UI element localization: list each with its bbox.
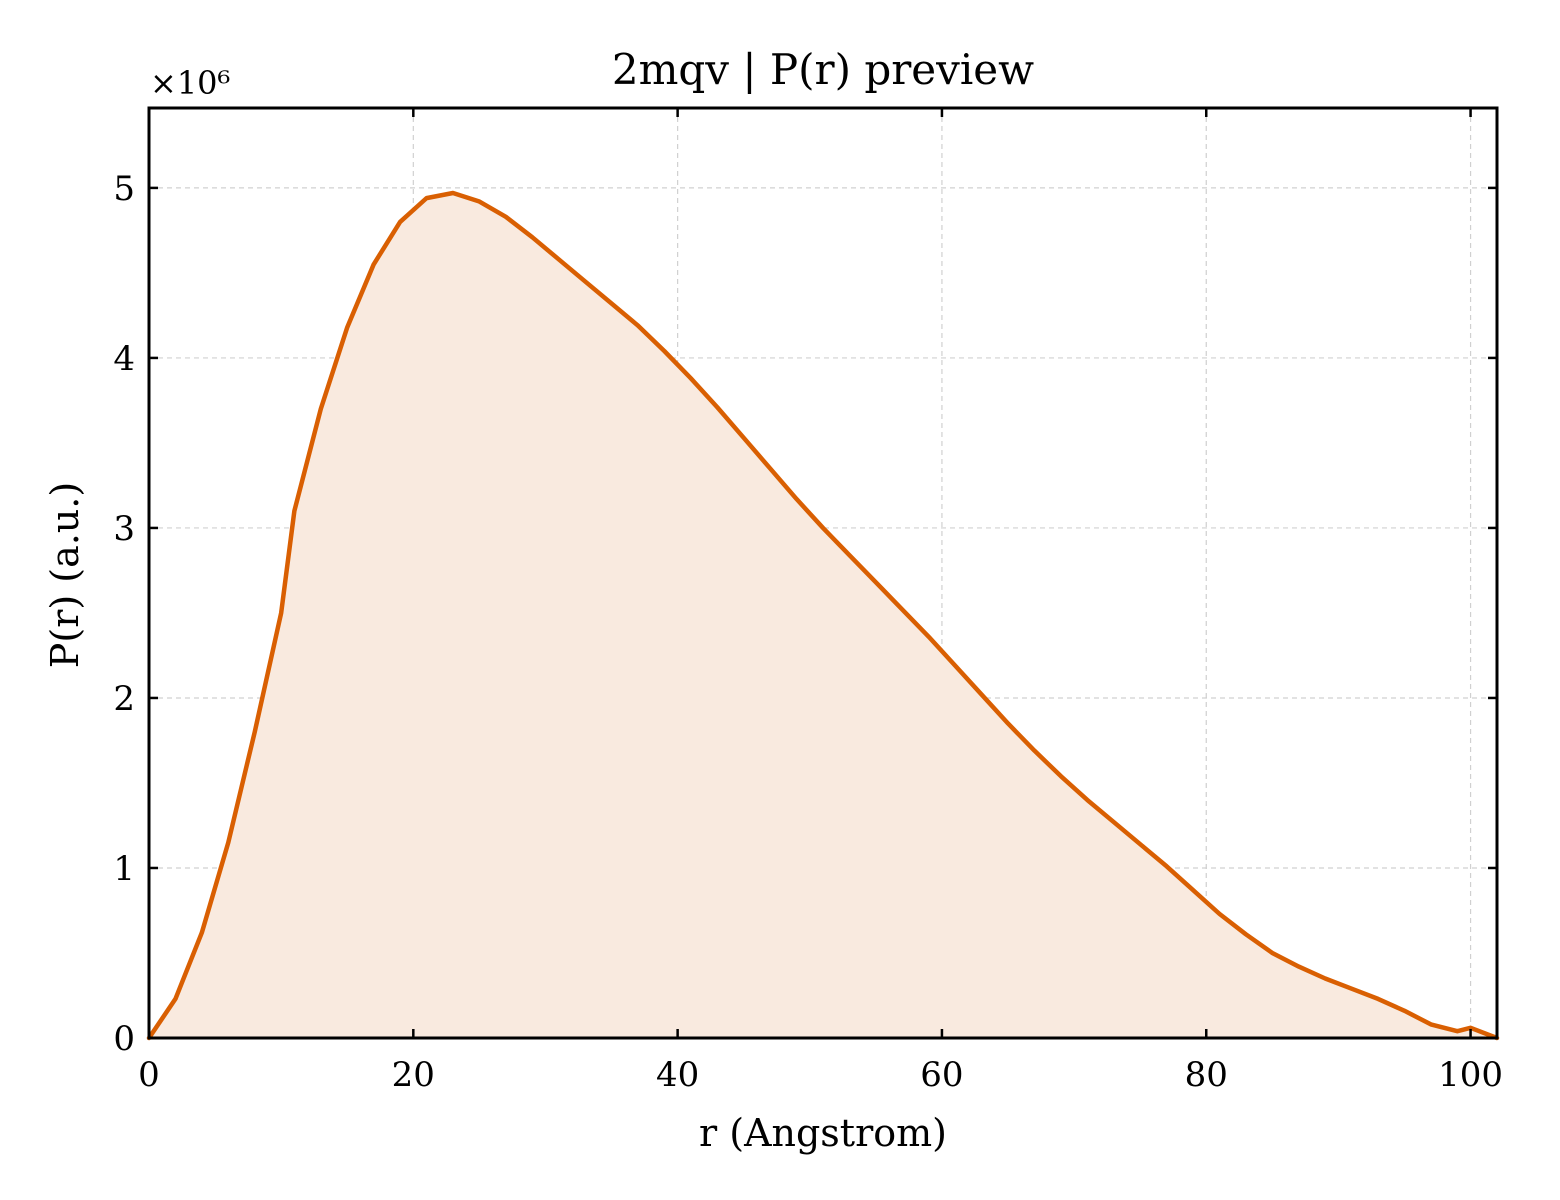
y-tick-label: 3 [113, 509, 135, 549]
y-tick-label: 1 [113, 849, 135, 889]
y-axis-label: P(r) (a.u.) [43, 482, 87, 668]
axes-box [147, 106, 1499, 1040]
axes-frame [147, 106, 1499, 1040]
ticks: 0 20 40 60 80 100 0 1 2 3 4 5 [113, 108, 1503, 1095]
series-area-fill [149, 193, 1497, 1038]
x-tick-label: 60 [920, 1055, 963, 1095]
y-tick-label: 4 [113, 339, 135, 379]
y-offset-label: ×10⁶ [150, 64, 230, 102]
x-tick-label: 100 [1438, 1055, 1503, 1095]
x-tick-label: 80 [1185, 1055, 1228, 1095]
x-tick-label: 20 [392, 1055, 435, 1095]
y-tick-label: 2 [113, 679, 135, 719]
series-line [146, 190, 1500, 1041]
plot-area [146, 190, 1500, 1041]
chart-title: 2mqv | P(r) preview [612, 45, 1034, 94]
x-tick-label: 0 [138, 1055, 160, 1095]
y-tick-label: 5 [113, 169, 135, 209]
x-tick-label: 40 [656, 1055, 699, 1095]
y-tick-label: 0 [113, 1019, 135, 1059]
x-axis-label: r (Angstrom) [699, 1111, 947, 1155]
